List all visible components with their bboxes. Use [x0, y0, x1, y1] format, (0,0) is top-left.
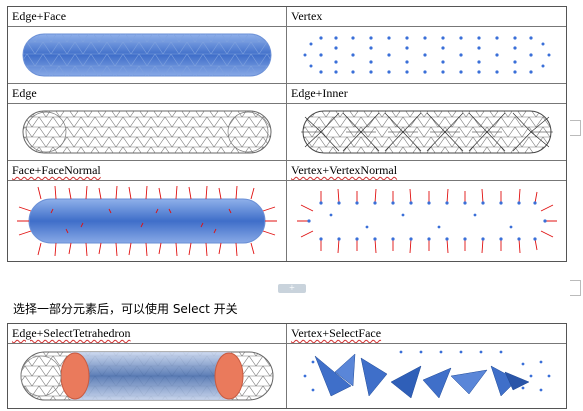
edge-render — [8, 104, 286, 161]
select-mode-table: Edge+SelectTetrahedron — [7, 323, 567, 409]
cell-label-edge: Edge — [8, 84, 286, 104]
vertex-render — [287, 27, 566, 84]
cell-label-vertex-vertexnormal: Vertex+VertexNormal — [287, 161, 566, 181]
cell-label-edge-selecttetrahedron: Edge+SelectTetrahedron — [8, 324, 286, 344]
edge-selecttetrahedron-render — [8, 344, 286, 408]
vertex-vertexnormal-render — [287, 181, 566, 261]
edge-face-render — [8, 27, 286, 84]
margin-marker — [570, 120, 581, 136]
vertex-selectface-render — [287, 344, 566, 408]
cell-label-vertex: Vertex — [287, 7, 566, 27]
render-mode-table: Edge+Face — [7, 6, 567, 262]
table-move-handle[interactable]: + — [278, 284, 306, 294]
cell-label-vertex-selectface: Vertex+SelectFace — [287, 324, 566, 344]
cell-label-face-facenormal: Face+FaceNormal — [8, 161, 286, 181]
cell-label-edge-inner: Edge+Inner — [287, 84, 566, 104]
cell-label-edge-face: Edge+Face — [8, 7, 286, 27]
face-facenormal-render — [8, 181, 286, 261]
margin-marker — [570, 280, 581, 296]
section-caption: 选择一部分元素后，可以使用 Select 开关 — [13, 302, 238, 316]
edge-inner-render — [287, 104, 566, 161]
